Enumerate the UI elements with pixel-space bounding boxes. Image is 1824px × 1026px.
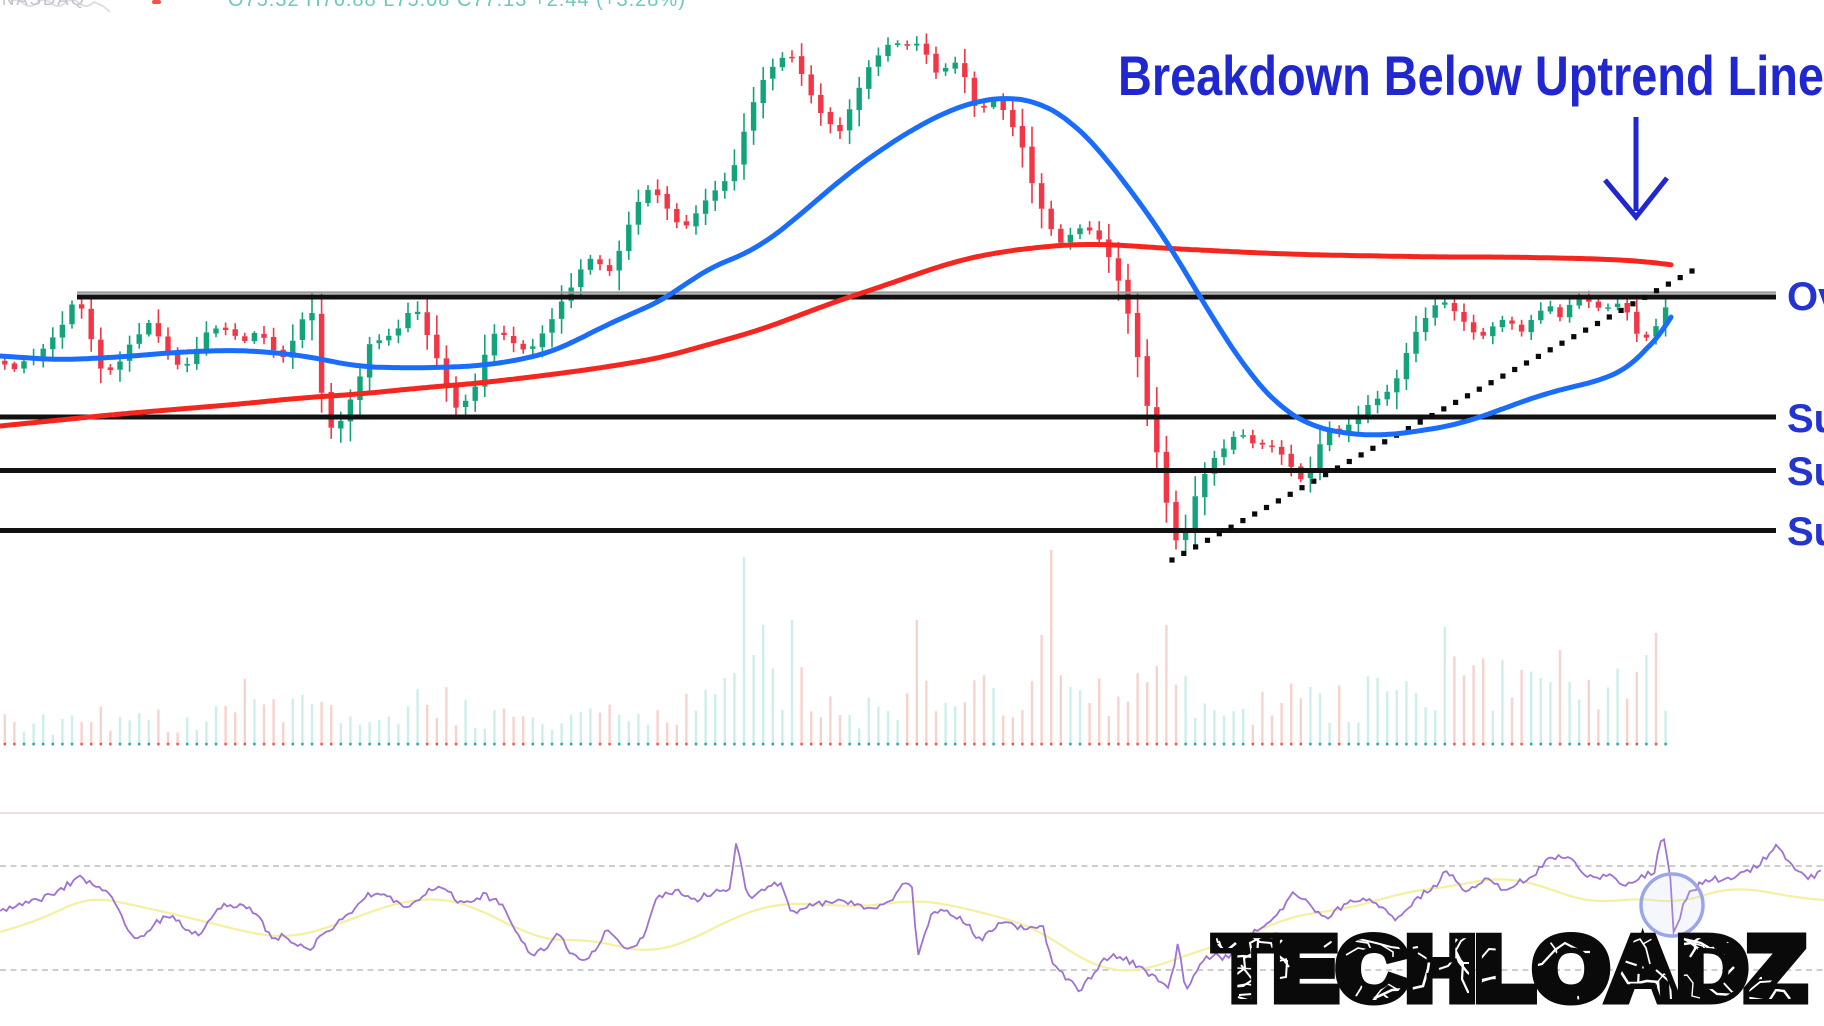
svg-text:Breakdown Below Uptrend Line: Breakdown Below Uptrend Line (1118, 44, 1824, 107)
svg-text:Support: Support (1787, 510, 1824, 554)
svg-text:Support: Support (1787, 397, 1824, 441)
svg-text:Support: Support (1787, 450, 1824, 494)
svg-text:NASDAQ: NASDAQ (2, 0, 86, 9)
svg-text:Overhead Resistance: Overhead Resistance (1787, 275, 1824, 319)
svg-text:O75.32 H76.88 L75.08 C77.13: O75.32 H76.88 L75.08 C77.13 +2.44 (+3.28… (228, 0, 686, 11)
